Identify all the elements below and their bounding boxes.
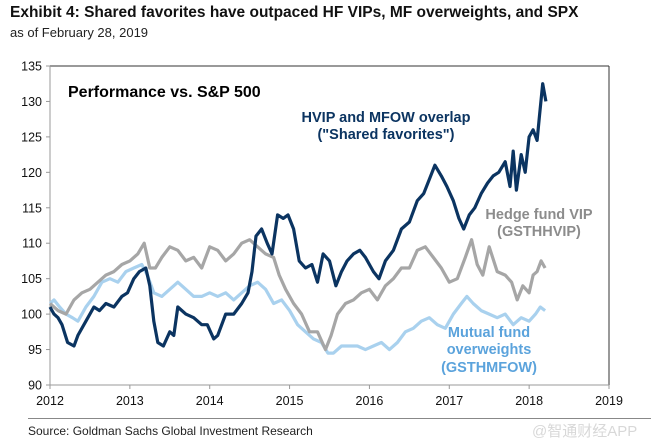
x-tick-label: 2012 [36, 394, 64, 408]
series-label-shared-favorites: HVIP and MFOW overlap [302, 110, 471, 126]
axes: 90 95 100 105 110 115 120 125 130 135 2012 2013 2014… [21, 60, 623, 409]
chart-title: Performance vs. S&P 500 [68, 84, 261, 101]
x-tick-label: 2017 [435, 394, 463, 408]
x-tick-label: 2015 [276, 394, 304, 408]
y-tick-label: 130 [21, 95, 42, 109]
series-label-mutual-fund-overweights: (GSTHMFOW) [441, 360, 537, 376]
watermark: @智通财经APP [532, 423, 638, 440]
y-tick-label: 105 [21, 272, 42, 286]
y-tick-label: 90 [28, 379, 42, 393]
source-note: Source: Goldman Sachs Global Investment … [28, 424, 313, 438]
y-tick-label: 100 [21, 308, 42, 322]
y-tick-label: 95 [28, 343, 42, 357]
y-tick-label: 135 [21, 60, 42, 74]
x-tick-label: 2013 [116, 394, 144, 408]
series-line-mutual-fund-overweights [48, 262, 547, 355]
series-label-mutual-fund-overweights: Mutual fund [448, 325, 530, 341]
series-labels: HVIP and MFOW overlap("Shared favorites"… [302, 110, 593, 376]
y-tick-label: 115 [22, 201, 42, 215]
x-tick-label: 2018 [515, 394, 543, 408]
x-tick-label: 2019 [595, 394, 623, 408]
series-line-hedge-fund-vip [48, 238, 547, 352]
y-tick-label: 125 [21, 130, 42, 144]
x-tick-label: 2014 [196, 394, 224, 408]
y-tick-label: 110 [22, 237, 42, 251]
exhibit-title: Exhibit 4: Shared favorites have outpace… [10, 4, 579, 21]
series-label-hedge-fund-vip: (GSTHHVIP) [497, 224, 581, 240]
series-lines [48, 82, 548, 355]
footer-divider [28, 418, 651, 419]
y-tick-label: 120 [21, 166, 42, 180]
series-label-mutual-fund-overweights: overweights [447, 342, 532, 358]
x-tick-label: 2016 [356, 394, 384, 408]
exhibit-subtitle: as of February 28, 2019 [10, 25, 149, 40]
series-line-shared-favorites [48, 82, 548, 348]
series-label-hedge-fund-vip: Hedge fund VIP [485, 207, 592, 223]
series-label-shared-favorites: ("Shared favorites") [317, 127, 454, 143]
